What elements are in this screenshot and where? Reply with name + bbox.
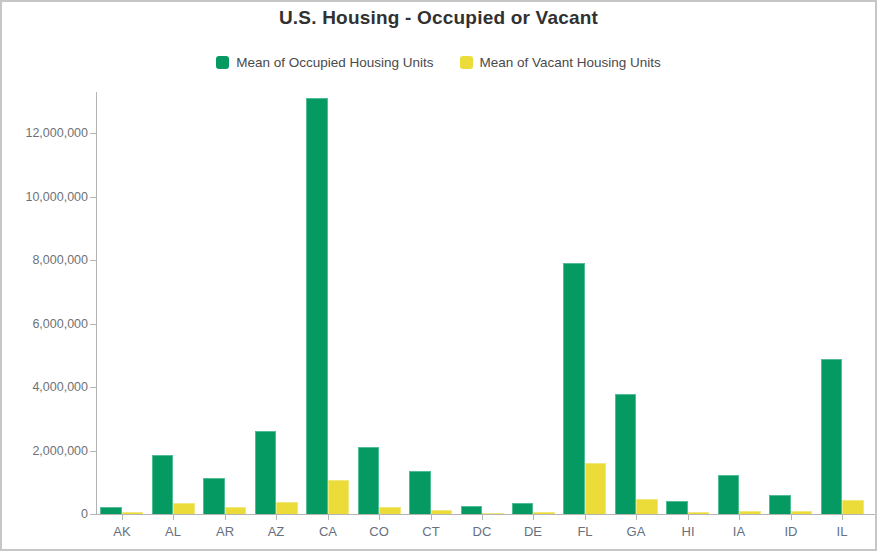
bar-occupied-FL[interactable] <box>563 263 585 514</box>
x-axis-label-AR: AR <box>203 524 247 539</box>
x-axis-tick-ID <box>791 515 792 520</box>
bar-occupied-HI[interactable] <box>666 501 688 514</box>
x-axis-label-FL: FL <box>563 524 607 539</box>
bar-vacant-AR[interactable] <box>225 507 247 514</box>
bar-vacant-DC[interactable] <box>482 513 504 514</box>
bar-occupied-CO[interactable] <box>358 447 380 514</box>
bar-vacant-IL[interactable] <box>842 500 864 514</box>
x-axis-tick-IL <box>842 515 843 520</box>
x-axis-label-DE: DE <box>511 524 555 539</box>
x-axis-line <box>96 514 875 515</box>
x-axis-tick-FL <box>585 515 586 520</box>
x-axis-tick-DC <box>482 515 483 520</box>
y-axis-label-8000000: 8,000,000 <box>16 253 88 267</box>
x-axis-tick-HI <box>688 515 689 520</box>
x-axis-label-DC: DC <box>460 524 504 539</box>
x-axis-label-ID: ID <box>769 524 813 539</box>
x-axis-label-CA: CA <box>306 524 350 539</box>
x-axis-label-AZ: AZ <box>254 524 298 539</box>
x-axis-label-GA: GA <box>614 524 658 539</box>
x-axis-tick-CO <box>379 515 380 520</box>
x-axis-tick-GA <box>636 515 637 520</box>
bar-occupied-AK[interactable] <box>100 507 122 514</box>
bar-vacant-AZ[interactable] <box>276 502 298 514</box>
bar-vacant-FL[interactable] <box>585 463 607 514</box>
x-axis-label-HI: HI <box>666 524 710 539</box>
x-axis-label-CO: CO <box>357 524 401 539</box>
x-axis-tick-DE <box>533 515 534 520</box>
bar-occupied-ID[interactable] <box>769 495 791 514</box>
y-axis-label-4000000: 4,000,000 <box>16 380 88 394</box>
bar-vacant-GA[interactable] <box>636 499 658 514</box>
x-axis-tick-AZ <box>276 515 277 520</box>
bar-occupied-AL[interactable] <box>152 455 174 514</box>
bar-vacant-AK[interactable] <box>122 512 144 514</box>
y-axis-label-10000000: 10,000,000 <box>16 190 88 204</box>
x-axis-label-IL: IL <box>820 524 864 539</box>
bar-occupied-GA[interactable] <box>615 394 637 514</box>
bar-occupied-AZ[interactable] <box>255 431 277 514</box>
bar-vacant-AL[interactable] <box>173 503 195 514</box>
y-axis-tick <box>90 197 96 198</box>
bar-occupied-CA[interactable] <box>306 98 328 514</box>
x-axis-label-AK: AK <box>100 524 144 539</box>
x-axis-tick-AK <box>122 515 123 520</box>
x-axis-label-IA: IA <box>717 524 761 539</box>
y-axis-label-6000000: 6,000,000 <box>16 317 88 331</box>
bar-occupied-IA[interactable] <box>718 475 740 514</box>
y-axis-tick <box>90 260 96 261</box>
bar-occupied-DC[interactable] <box>461 506 483 514</box>
x-axis-tick-CT <box>431 515 432 520</box>
y-axis-label-0: 0 <box>16 507 88 521</box>
x-axis-tick-IA <box>739 515 740 520</box>
y-axis-label-12000000: 12,000,000 <box>16 126 88 140</box>
y-axis-tick <box>90 451 96 452</box>
y-axis-tick <box>90 133 96 134</box>
bar-vacant-CA[interactable] <box>328 480 350 514</box>
bar-occupied-DE[interactable] <box>512 503 534 514</box>
x-axis-tick-AL <box>173 515 174 520</box>
x-axis-tick-CA <box>328 515 329 520</box>
y-axis-tick <box>90 324 96 325</box>
bar-vacant-DE[interactable] <box>533 512 555 514</box>
bar-occupied-IL[interactable] <box>821 359 843 514</box>
bar-vacant-CT[interactable] <box>431 510 453 514</box>
bar-vacant-CO[interactable] <box>379 507 401 514</box>
bar-occupied-AR[interactable] <box>203 478 225 514</box>
y-axis-label-2000000: 2,000,000 <box>16 444 88 458</box>
y-axis-tick <box>90 514 96 515</box>
x-axis-label-CT: CT <box>409 524 453 539</box>
y-axis-line <box>96 92 97 515</box>
chart-card: U.S. Housing - Occupied or Vacant Mean o… <box>0 0 877 551</box>
x-axis-tick-AR <box>225 515 226 520</box>
y-axis-tick <box>90 387 96 388</box>
bar-vacant-HI[interactable] <box>688 512 710 514</box>
bar-occupied-CT[interactable] <box>409 471 431 514</box>
bar-vacant-ID[interactable] <box>791 511 813 514</box>
x-axis-label-AL: AL <box>151 524 195 539</box>
bar-vacant-IA[interactable] <box>739 511 761 514</box>
plot-area: 0 2,000,000 4,000,000 6,000,000 8,000,000 10,… <box>2 2 875 549</box>
